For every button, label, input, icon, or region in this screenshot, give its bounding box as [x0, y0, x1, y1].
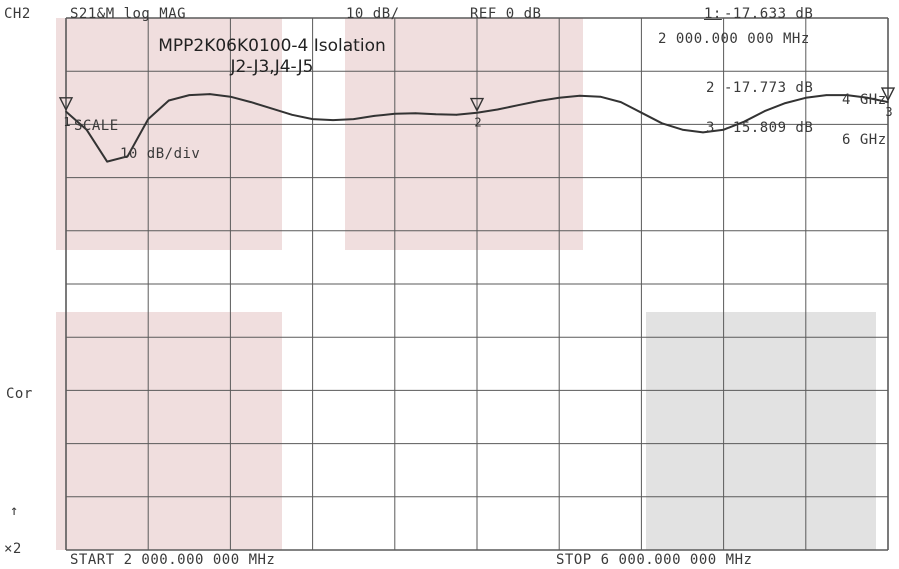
trace-point	[394, 112, 396, 115]
trace-point	[435, 113, 437, 116]
trace-point	[866, 97, 869, 99]
marker-3-frequency: 6 GHz	[842, 132, 887, 148]
trace-point	[229, 95, 232, 98]
trace-point	[496, 108, 499, 111]
trace-point	[825, 94, 828, 96]
marker-2-frequency: 4 GHz	[842, 92, 887, 108]
trace-point	[167, 99, 170, 102]
marker-2-label: 2	[706, 80, 715, 96]
highlight-region-bottom-right	[646, 312, 876, 550]
trace-point	[805, 97, 807, 99]
marker-3-label: 3	[706, 120, 715, 136]
stop-frequency-label: STOP 6 000.000 000 MHz	[556, 552, 753, 568]
up-arrow-icon: ↑	[10, 503, 19, 519]
trace-point	[846, 94, 848, 96]
trace-point	[65, 110, 67, 113]
marker-1-number: 1	[63, 115, 70, 129]
trace-point	[250, 101, 252, 103]
trace-point	[640, 111, 643, 114]
plot-annotation: MPP2K06K0100-4 Isolation J2-J3,J4-J5	[82, 36, 462, 78]
correction-label: Cor	[6, 386, 33, 402]
marker-2-number: 2	[474, 116, 481, 130]
marker-1-label: 1:	[704, 6, 722, 22]
trace-point	[476, 111, 478, 114]
scale-label: SCALE	[74, 118, 119, 134]
highlight-region-top-left	[56, 18, 282, 250]
start-frequency-label: START 2 000.000 000 MHz	[70, 552, 276, 568]
trace-point	[106, 160, 108, 163]
trace-point	[291, 114, 293, 116]
trace-point	[763, 110, 766, 112]
trace-point	[784, 102, 787, 104]
trace-point	[147, 118, 149, 120]
trace-point	[558, 97, 560, 99]
trace-point	[455, 114, 458, 116]
trace-point	[661, 122, 663, 125]
trace-point	[620, 101, 622, 103]
trace-point	[681, 128, 684, 131]
marker-3-value: -15.809 dB	[724, 120, 814, 136]
marker-1-value: -17.633 dB	[724, 6, 814, 22]
marker-2-value: -17.773 dB	[724, 80, 814, 96]
marker-3-icon	[880, 87, 896, 102]
trace-point	[311, 118, 314, 120]
trace-point	[414, 112, 417, 115]
plot-grid	[65, 17, 889, 551]
averaging-label: ×2	[4, 541, 22, 557]
annotation-subtitle: J2-J3,J4-J5	[230, 57, 314, 77]
scale-per-div-label: 10 dB/	[346, 6, 400, 22]
trace-point	[270, 107, 273, 110]
trace-point	[537, 100, 540, 102]
trace-point	[578, 94, 581, 97]
trace-point	[599, 95, 602, 98]
trace-point	[722, 128, 725, 131]
trace-point	[743, 120, 745, 123]
highlight-region-bottom-left	[56, 312, 282, 550]
trace-point	[352, 118, 355, 120]
channel-label: CH2	[4, 6, 31, 22]
trace-point	[85, 128, 88, 131]
marker-1-frequency: 2 000.000 000 MHz	[658, 31, 810, 47]
annotation-title: MPP2K06K0100-4 Isolation	[158, 36, 386, 56]
marker-3-number: 3	[885, 105, 892, 119]
marker-2-icon	[469, 97, 485, 113]
marker-layer: 1 2 3	[58, 87, 896, 130]
trace-point	[126, 155, 129, 158]
trace-point	[373, 115, 376, 117]
highlight-region-top-center	[345, 18, 583, 250]
trace-point	[887, 101, 889, 103]
trace-point	[209, 93, 211, 95]
trace-point	[188, 94, 191, 96]
trace-point	[517, 104, 519, 107]
reference-label: REF 0 dB	[470, 6, 542, 22]
trace-layer	[65, 93, 889, 163]
measurement-label: S21&M log MAG	[70, 6, 187, 22]
trace-point	[702, 131, 704, 134]
trace-point	[332, 119, 334, 121]
scale-value: 10 dB/div	[120, 146, 201, 162]
marker-1-icon	[58, 97, 74, 112]
